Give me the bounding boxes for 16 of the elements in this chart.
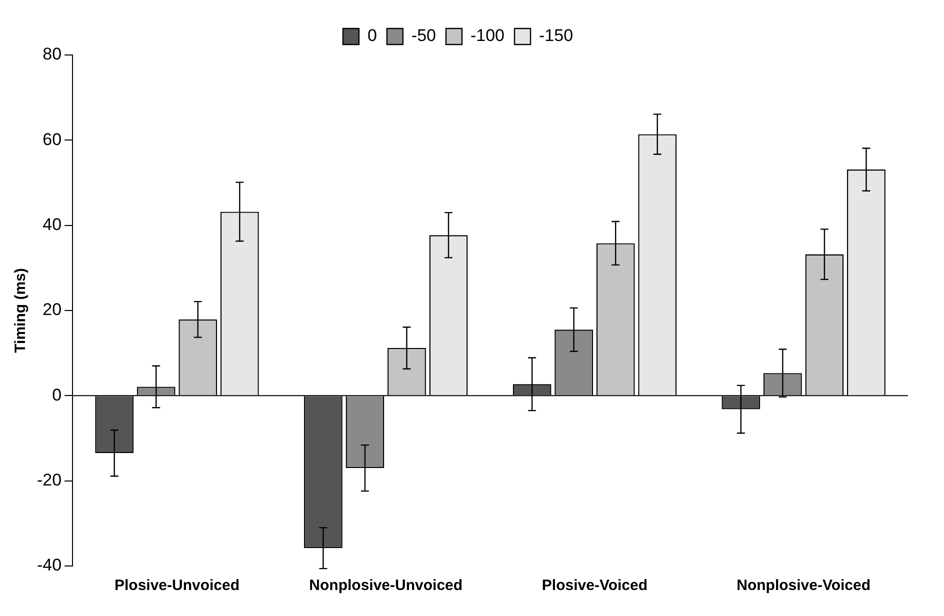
x-tick-label: Nonplosive-Voiced [736,577,871,594]
y-tick-label: 40 [42,215,62,234]
legend-label: -100 [470,26,505,46]
legend-label: -150 [539,26,574,46]
y-tick-label: 20 [42,300,62,320]
legend-label: 0 [367,26,377,46]
y-tick-label: 60 [42,130,62,149]
y-tick-label: 80 [42,44,62,64]
y-axis-title: Timing (ms) [12,268,30,353]
x-tick-label: Nonplosive-Unvoiced [309,577,463,594]
x-tick-label: Plosive-Voiced [542,577,648,594]
legend-label: -50 [411,26,436,46]
y-tick-label: 0 [52,385,62,404]
y-tick-label: -20 [36,470,62,490]
y-tick-label: -40 [36,556,62,575]
x-tick-label: Plosive-Unvoiced [114,577,240,594]
